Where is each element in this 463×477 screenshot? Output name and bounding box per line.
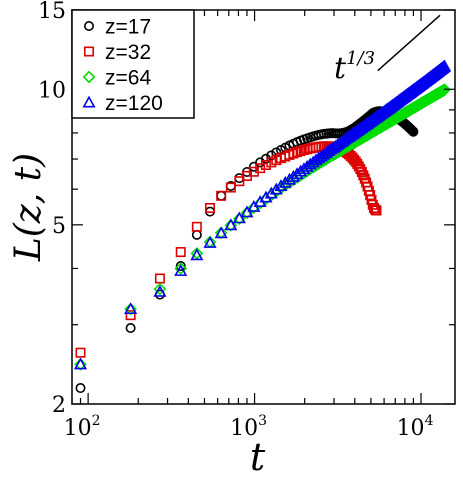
data-point xyxy=(438,59,452,72)
x-axis-title: t xyxy=(250,435,266,477)
data-point xyxy=(191,221,202,232)
data-point xyxy=(203,235,217,248)
data-point xyxy=(214,226,228,239)
data-point xyxy=(224,218,238,232)
y-tick-label: 5 xyxy=(52,214,66,239)
legend-item: z=17 xyxy=(84,16,151,39)
legend-marker xyxy=(84,20,95,31)
data-point xyxy=(154,273,165,284)
data-point xyxy=(224,218,238,231)
data-point xyxy=(174,262,188,275)
legend: z=17z=32 z=64z=120 xyxy=(71,9,195,119)
data-point xyxy=(232,211,246,224)
legend-marker xyxy=(82,95,96,108)
legend-item: z=64 xyxy=(82,67,151,90)
power-law-guide: t1/3 xyxy=(334,14,441,86)
legend-label: z=32 xyxy=(105,41,151,64)
y-tick-label: 10 xyxy=(38,78,66,103)
legend-label: z=64 xyxy=(105,67,151,90)
data-point xyxy=(225,182,236,193)
data-point xyxy=(190,247,204,260)
data-point xyxy=(369,202,380,213)
y-tick-label: 2 xyxy=(52,393,66,418)
data-point xyxy=(216,190,227,201)
series-z=17 xyxy=(75,106,419,394)
x-tick-label: 103 xyxy=(230,413,267,441)
guide-label: t1/3 xyxy=(334,48,375,86)
data-point xyxy=(205,202,216,213)
legend-label: z=120 xyxy=(105,92,163,115)
legend-label: z=17 xyxy=(105,16,151,39)
plot-area xyxy=(73,59,452,394)
data-point xyxy=(274,179,288,191)
legend-item: z=32 xyxy=(84,41,151,64)
x-tick-label: 104 xyxy=(397,413,434,441)
data-point xyxy=(278,175,292,188)
legend-marker xyxy=(84,46,95,57)
data-point xyxy=(175,247,186,258)
data-point xyxy=(153,284,167,297)
data-point xyxy=(356,167,367,178)
data-point xyxy=(174,264,188,276)
data-point xyxy=(260,159,271,170)
data-point xyxy=(73,357,88,370)
y-axis-title: L(z, t) xyxy=(8,153,49,262)
data-point xyxy=(124,302,138,315)
data-point xyxy=(371,205,382,216)
axes: 102 103 104 2 5 10 15 t L(z, t) xyxy=(8,0,456,477)
data-point xyxy=(358,170,369,181)
data-point xyxy=(125,323,136,334)
data-point xyxy=(295,146,306,157)
data-point xyxy=(216,190,227,201)
data-point xyxy=(175,261,186,272)
data-point xyxy=(282,172,297,185)
y-tick-label: 15 xyxy=(38,0,66,24)
legend-item: z=120 xyxy=(82,92,163,115)
plot-frame xyxy=(71,9,456,405)
data-point xyxy=(75,383,86,394)
data-point xyxy=(234,176,245,187)
data-point xyxy=(355,164,366,175)
data-point xyxy=(438,83,451,97)
data-point xyxy=(408,126,419,137)
data-point xyxy=(74,357,87,371)
x-tick-label: 102 xyxy=(64,413,101,441)
legend-marker xyxy=(82,70,96,84)
guide-line xyxy=(377,14,441,72)
data-point xyxy=(269,182,283,195)
data-point xyxy=(124,302,137,316)
data-point xyxy=(125,310,136,321)
series-z=64 xyxy=(74,83,451,371)
data-point xyxy=(255,163,266,174)
data-point xyxy=(153,282,167,296)
data-point xyxy=(191,229,202,240)
data-point xyxy=(190,248,204,261)
series-z=120 xyxy=(73,59,452,370)
data-point xyxy=(309,153,323,166)
series-z=32 xyxy=(75,141,382,358)
data-point xyxy=(75,347,86,358)
